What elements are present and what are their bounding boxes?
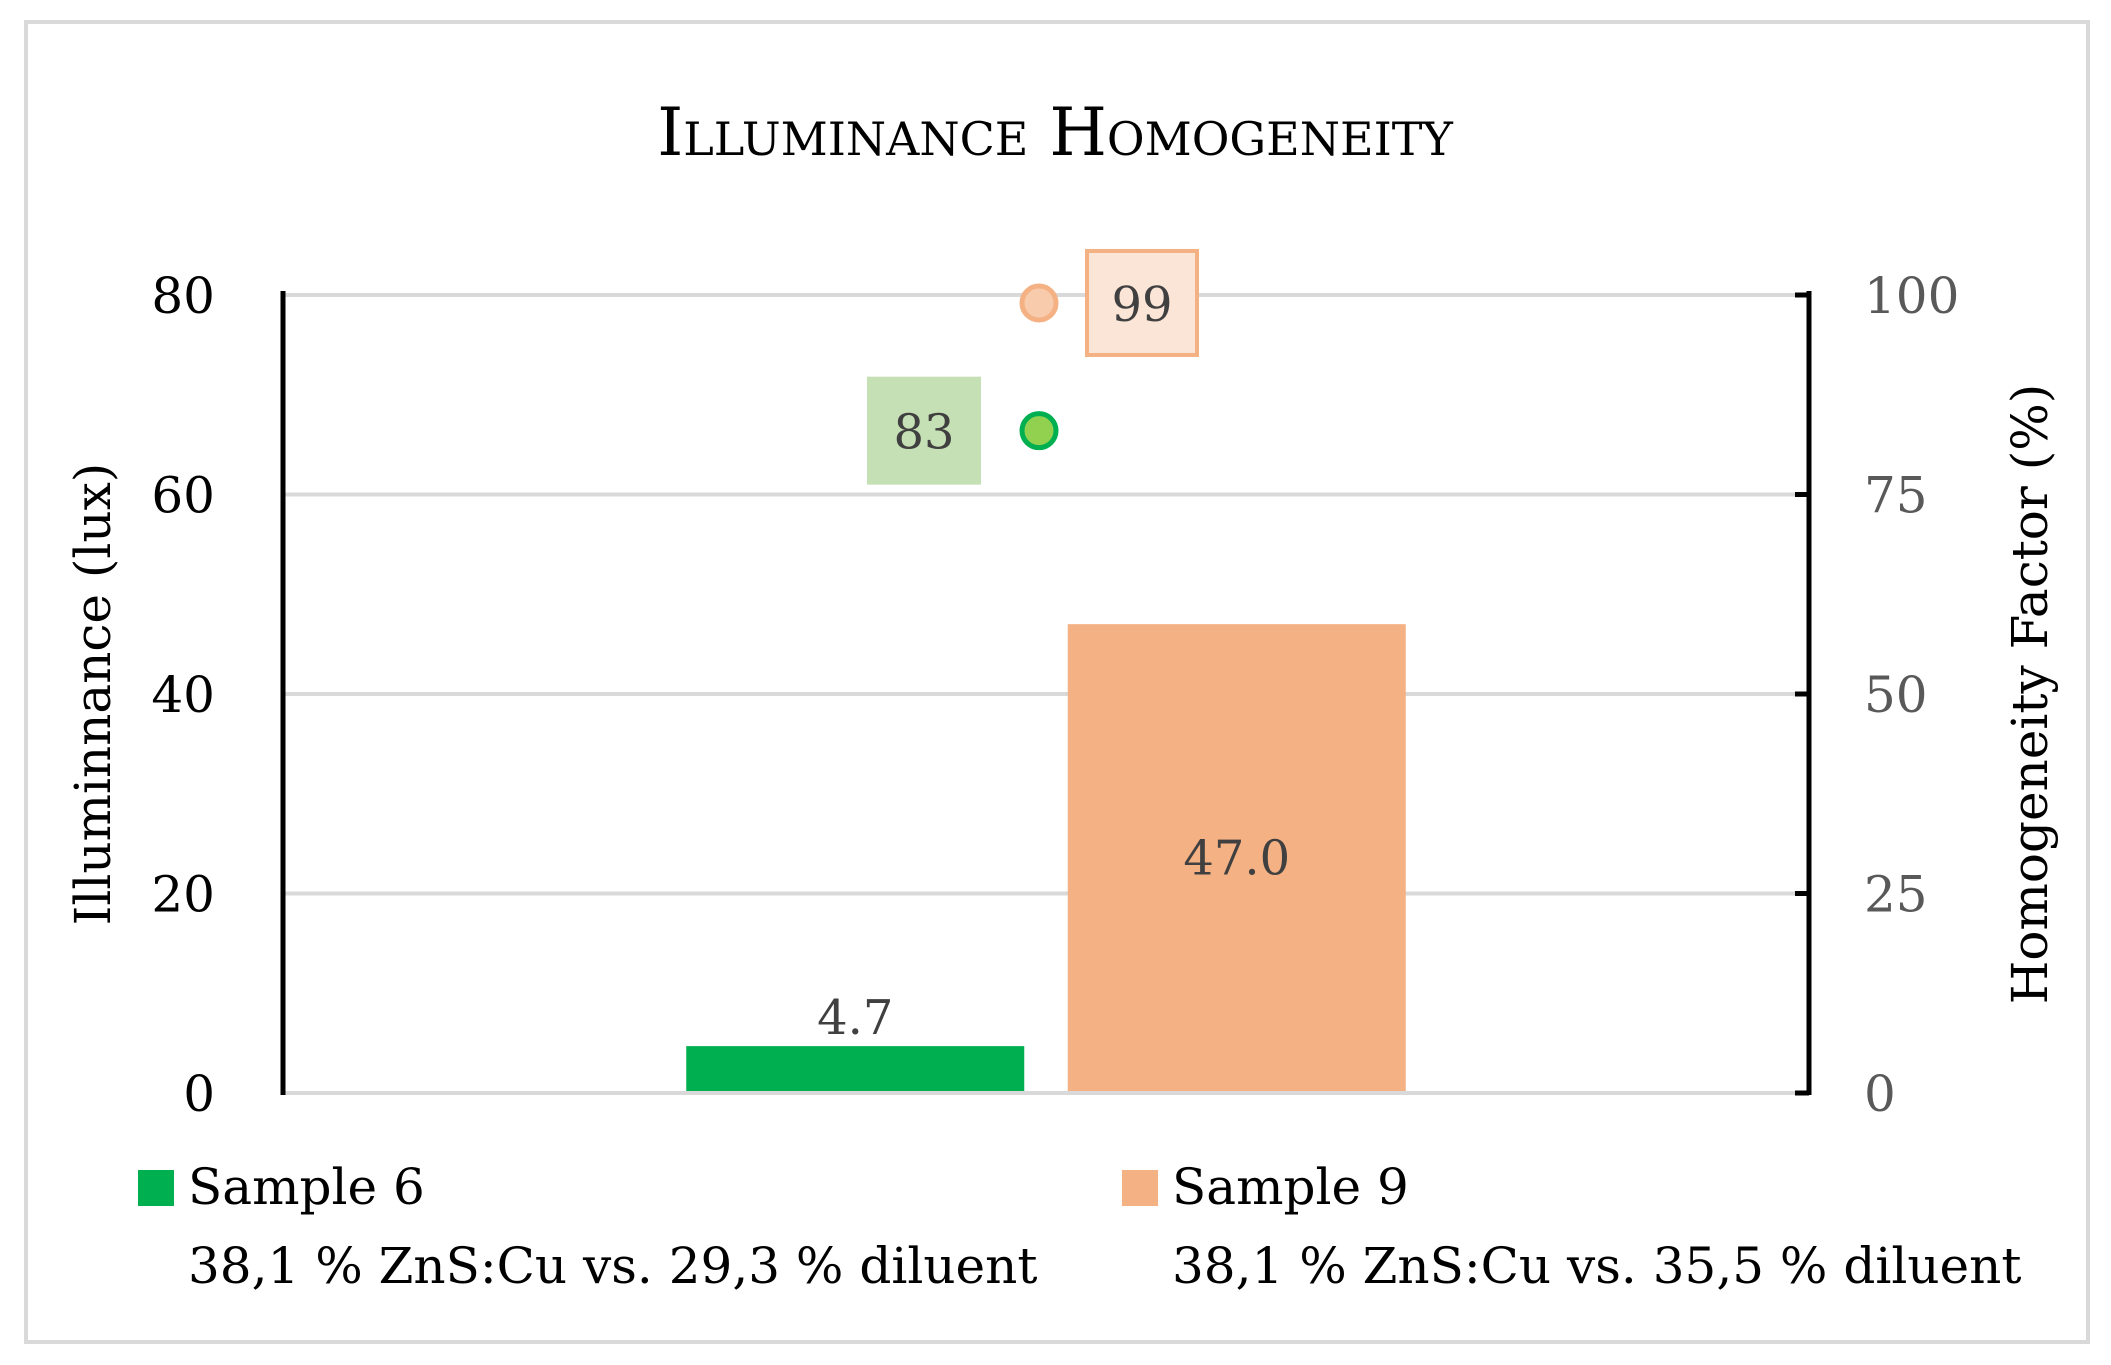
homogeneity-marker — [1019, 283, 1059, 323]
y-axis-title: Illuminnance (lux) — [64, 463, 122, 926]
y-tick-label: 20 — [151, 866, 215, 924]
legend-description: 38,1 % ZnS:Cu vs. 35,5 % diluent — [1172, 1237, 2021, 1295]
axis-layer — [280, 291, 1812, 1096]
y-tick-label: 80 — [151, 267, 215, 325]
text-layer: Illuminance Homogeneity 4.7 47.0 0 20 40 60 80 I… — [64, 94, 2059, 1123]
y2-tick-label: 50 — [1864, 666, 1928, 724]
chart-frame — [24, 20, 2090, 1344]
homogeneity-label-box — [1085, 248, 1199, 357]
marker-layer — [867, 248, 1199, 485]
legend-swatch — [1122, 1170, 1158, 1206]
legend-description: 38,1 % ZnS:Cu vs. 29,3 % diluent — [188, 1237, 1037, 1295]
chart-title: Illuminance Homogeneity — [657, 94, 1453, 171]
legend-swatch — [138, 1170, 174, 1206]
legend-label: Sample 6 — [188, 1158, 425, 1216]
bar-data-label: 4.7 — [817, 990, 893, 1046]
y-tick-label: 40 — [151, 666, 215, 724]
y2-tick-label: 75 — [1864, 467, 1928, 525]
bar-layer — [686, 624, 1406, 1093]
bar-sample-9 — [1067, 624, 1406, 1093]
grid-layer — [283, 293, 1809, 896]
homogeneity-data-label: 99 — [1111, 277, 1172, 333]
y2-axis-title: Homogeneity Factor (%) — [2001, 384, 2059, 1004]
homogeneity-marker — [1019, 411, 1059, 451]
y2-tick-label: 25 — [1864, 866, 1928, 924]
y-tick-label: 0 — [183, 1065, 215, 1123]
legend-label: Sample 9 — [1172, 1158, 1409, 1216]
legend-layer: Sample 6 38,1 % ZnS:Cu vs. 29,3 % diluent… — [138, 1158, 2021, 1295]
y-tick-label: 60 — [151, 467, 215, 525]
y2-tick-label: 0 — [1864, 1065, 1896, 1123]
y2-tick-label: 100 — [1864, 267, 1959, 325]
homogeneity-label-box — [867, 376, 981, 485]
bar-sample-6 — [686, 1046, 1025, 1093]
homogeneity-data-label: 83 — [893, 405, 954, 461]
bar-data-label: 47.0 — [1183, 831, 1290, 887]
